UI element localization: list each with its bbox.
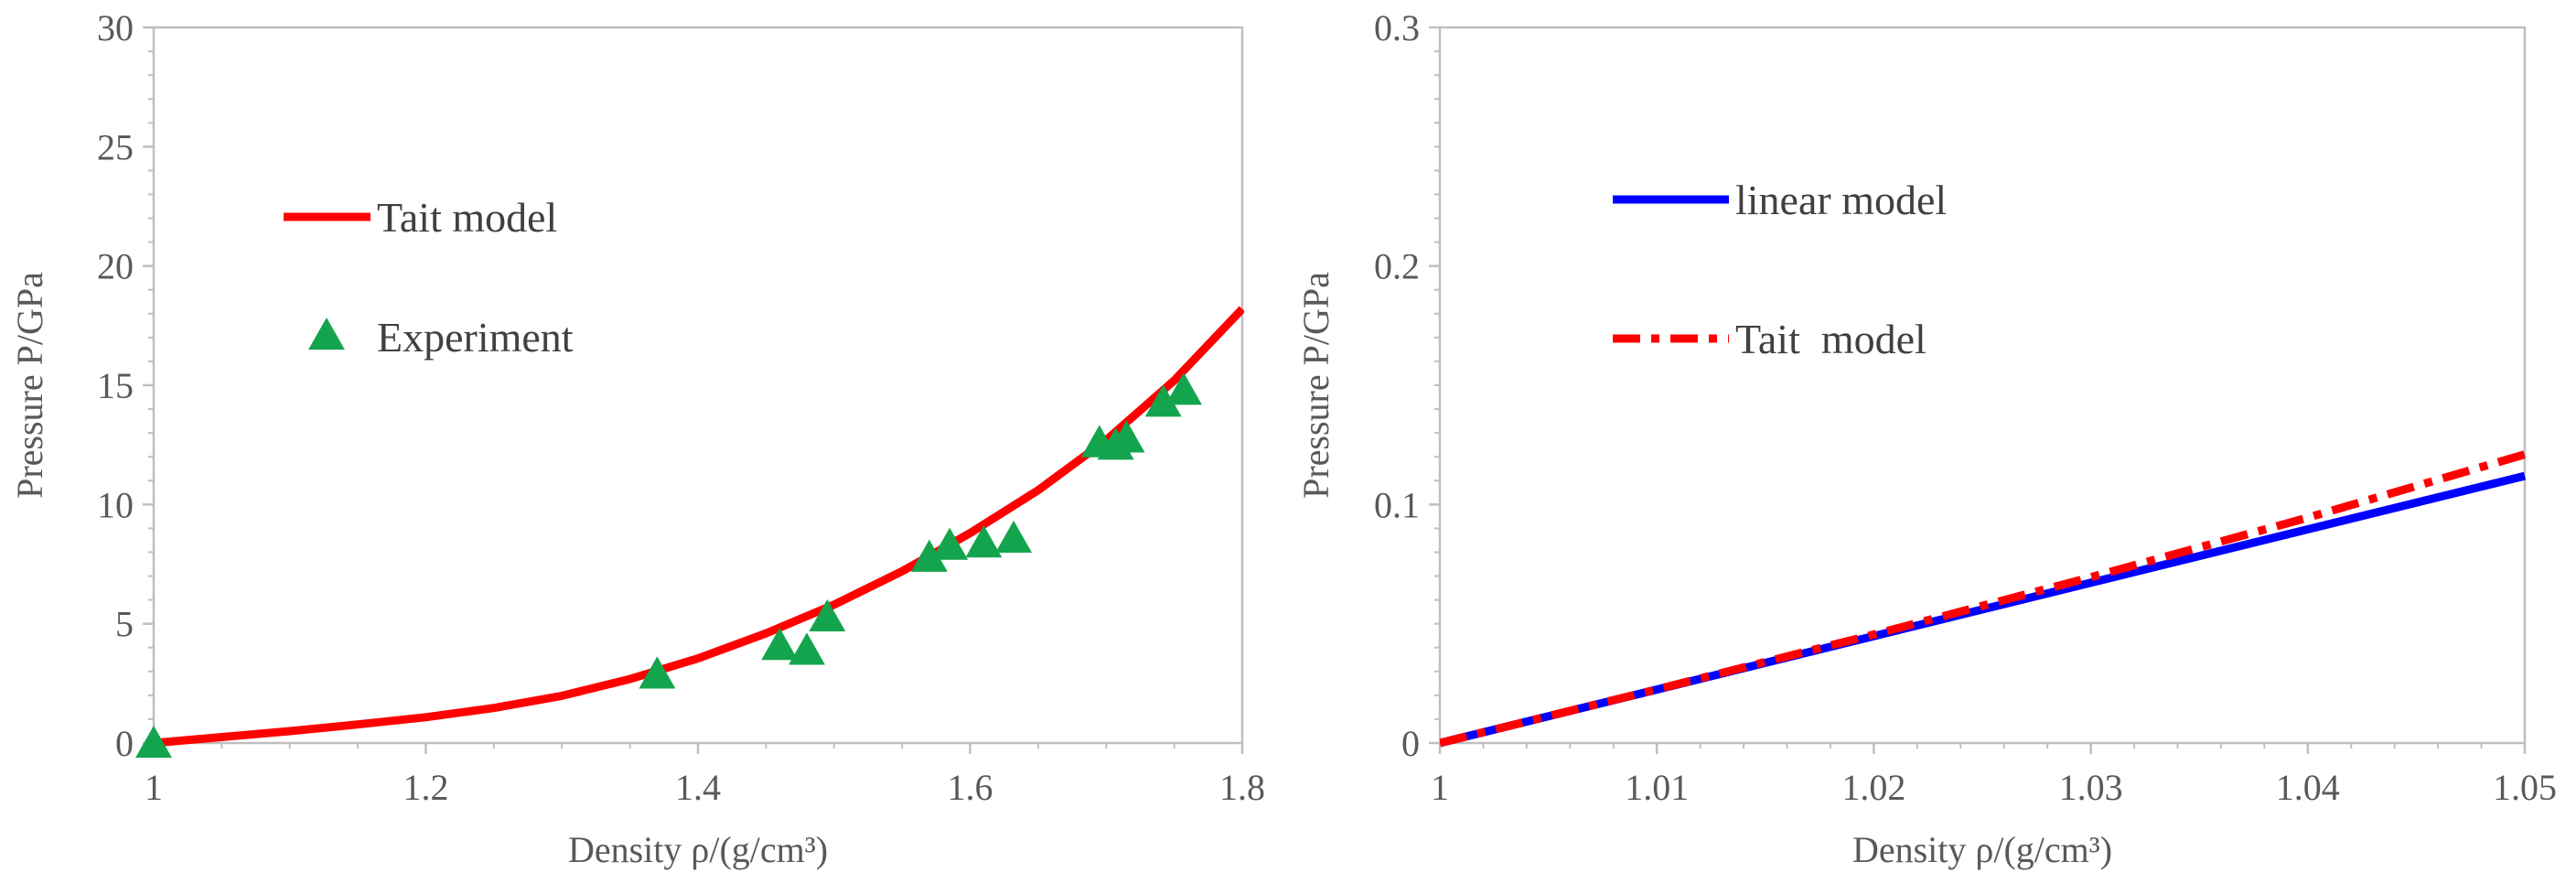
y-tick-label: 0	[115, 723, 134, 764]
x-tick-label: 1	[145, 767, 163, 808]
y-tick-label: 0	[1401, 723, 1420, 764]
legend-label: Tait model	[1735, 316, 1927, 362]
data-point-experiment	[965, 525, 1003, 558]
data-point-experiment	[1144, 384, 1182, 417]
y-tick-label: 0.2	[1374, 246, 1420, 287]
x-tick-label: 1.2	[403, 767, 449, 808]
y-tick-label: 5	[115, 604, 134, 645]
data-point-experiment	[135, 726, 172, 759]
y-axis-title: Pressure P/GPa	[1295, 272, 1336, 499]
legend: linear model Tait model	[1613, 177, 1947, 362]
data-point-experiment	[761, 628, 799, 661]
data-point-experiment	[809, 598, 846, 631]
x-tick-label: 1.4	[675, 767, 721, 808]
y-tick-label: 0.1	[1374, 484, 1420, 525]
x-tick-label: 1.05	[2493, 767, 2557, 808]
y-tick-label: 30	[97, 7, 134, 48]
legend-label: Tait model	[377, 194, 557, 241]
data-point-experiment	[639, 656, 676, 689]
legend-label: Experiment	[377, 314, 574, 361]
right-chart: 0 0.1 0.2 0.3 1 1.01 1.02 1.03 1.04 1.05 Density ρ…	[1295, 7, 2557, 870]
plot-area-border	[152, 26, 1244, 745]
data-point-experiment	[931, 527, 969, 560]
y-tick-label: 10	[97, 484, 134, 525]
y-tick-label: 15	[97, 365, 134, 406]
series-line-tait-model	[1440, 450, 2527, 748]
series-line-tait-model	[154, 306, 1244, 748]
x-tick-label: 1.02	[1841, 767, 1905, 808]
left-chart: 0 5 10 15 20 25 30 1 1.2 1.4 1.6 1.8 Density ρ/(g/cm…	[9, 7, 1265, 870]
x-tick-label: 1.8	[1219, 767, 1265, 808]
x-tick-label: 1.6	[948, 767, 993, 808]
data-point-experiment	[789, 632, 825, 665]
x-axis-title: Density ρ/(g/cm³)	[568, 829, 828, 870]
y-tick-label: 0.3	[1374, 7, 1420, 48]
legend: Tait model Experiment	[284, 194, 574, 361]
x-axis-title: Density ρ/(g/cm³)	[1852, 829, 2112, 870]
legend-swatch	[308, 318, 345, 350]
y-tick-label: 20	[97, 246, 134, 287]
legend-label: linear model	[1735, 177, 1947, 223]
y-tick-label: 25	[97, 126, 134, 167]
data-point-experiment	[1165, 372, 1202, 405]
x-tick-label: 1	[1431, 767, 1449, 808]
y-axis-title: Pressure P/GPa	[9, 272, 50, 499]
x-tick-label: 1.04	[2276, 767, 2340, 808]
x-tick-label: 1.01	[1625, 767, 1689, 808]
data-point-experiment	[995, 520, 1033, 553]
data-point-experiment	[1108, 420, 1145, 453]
data-point-experiment	[910, 539, 948, 572]
x-tick-label: 1.03	[2059, 767, 2123, 808]
plot-area-border	[1438, 26, 2527, 745]
